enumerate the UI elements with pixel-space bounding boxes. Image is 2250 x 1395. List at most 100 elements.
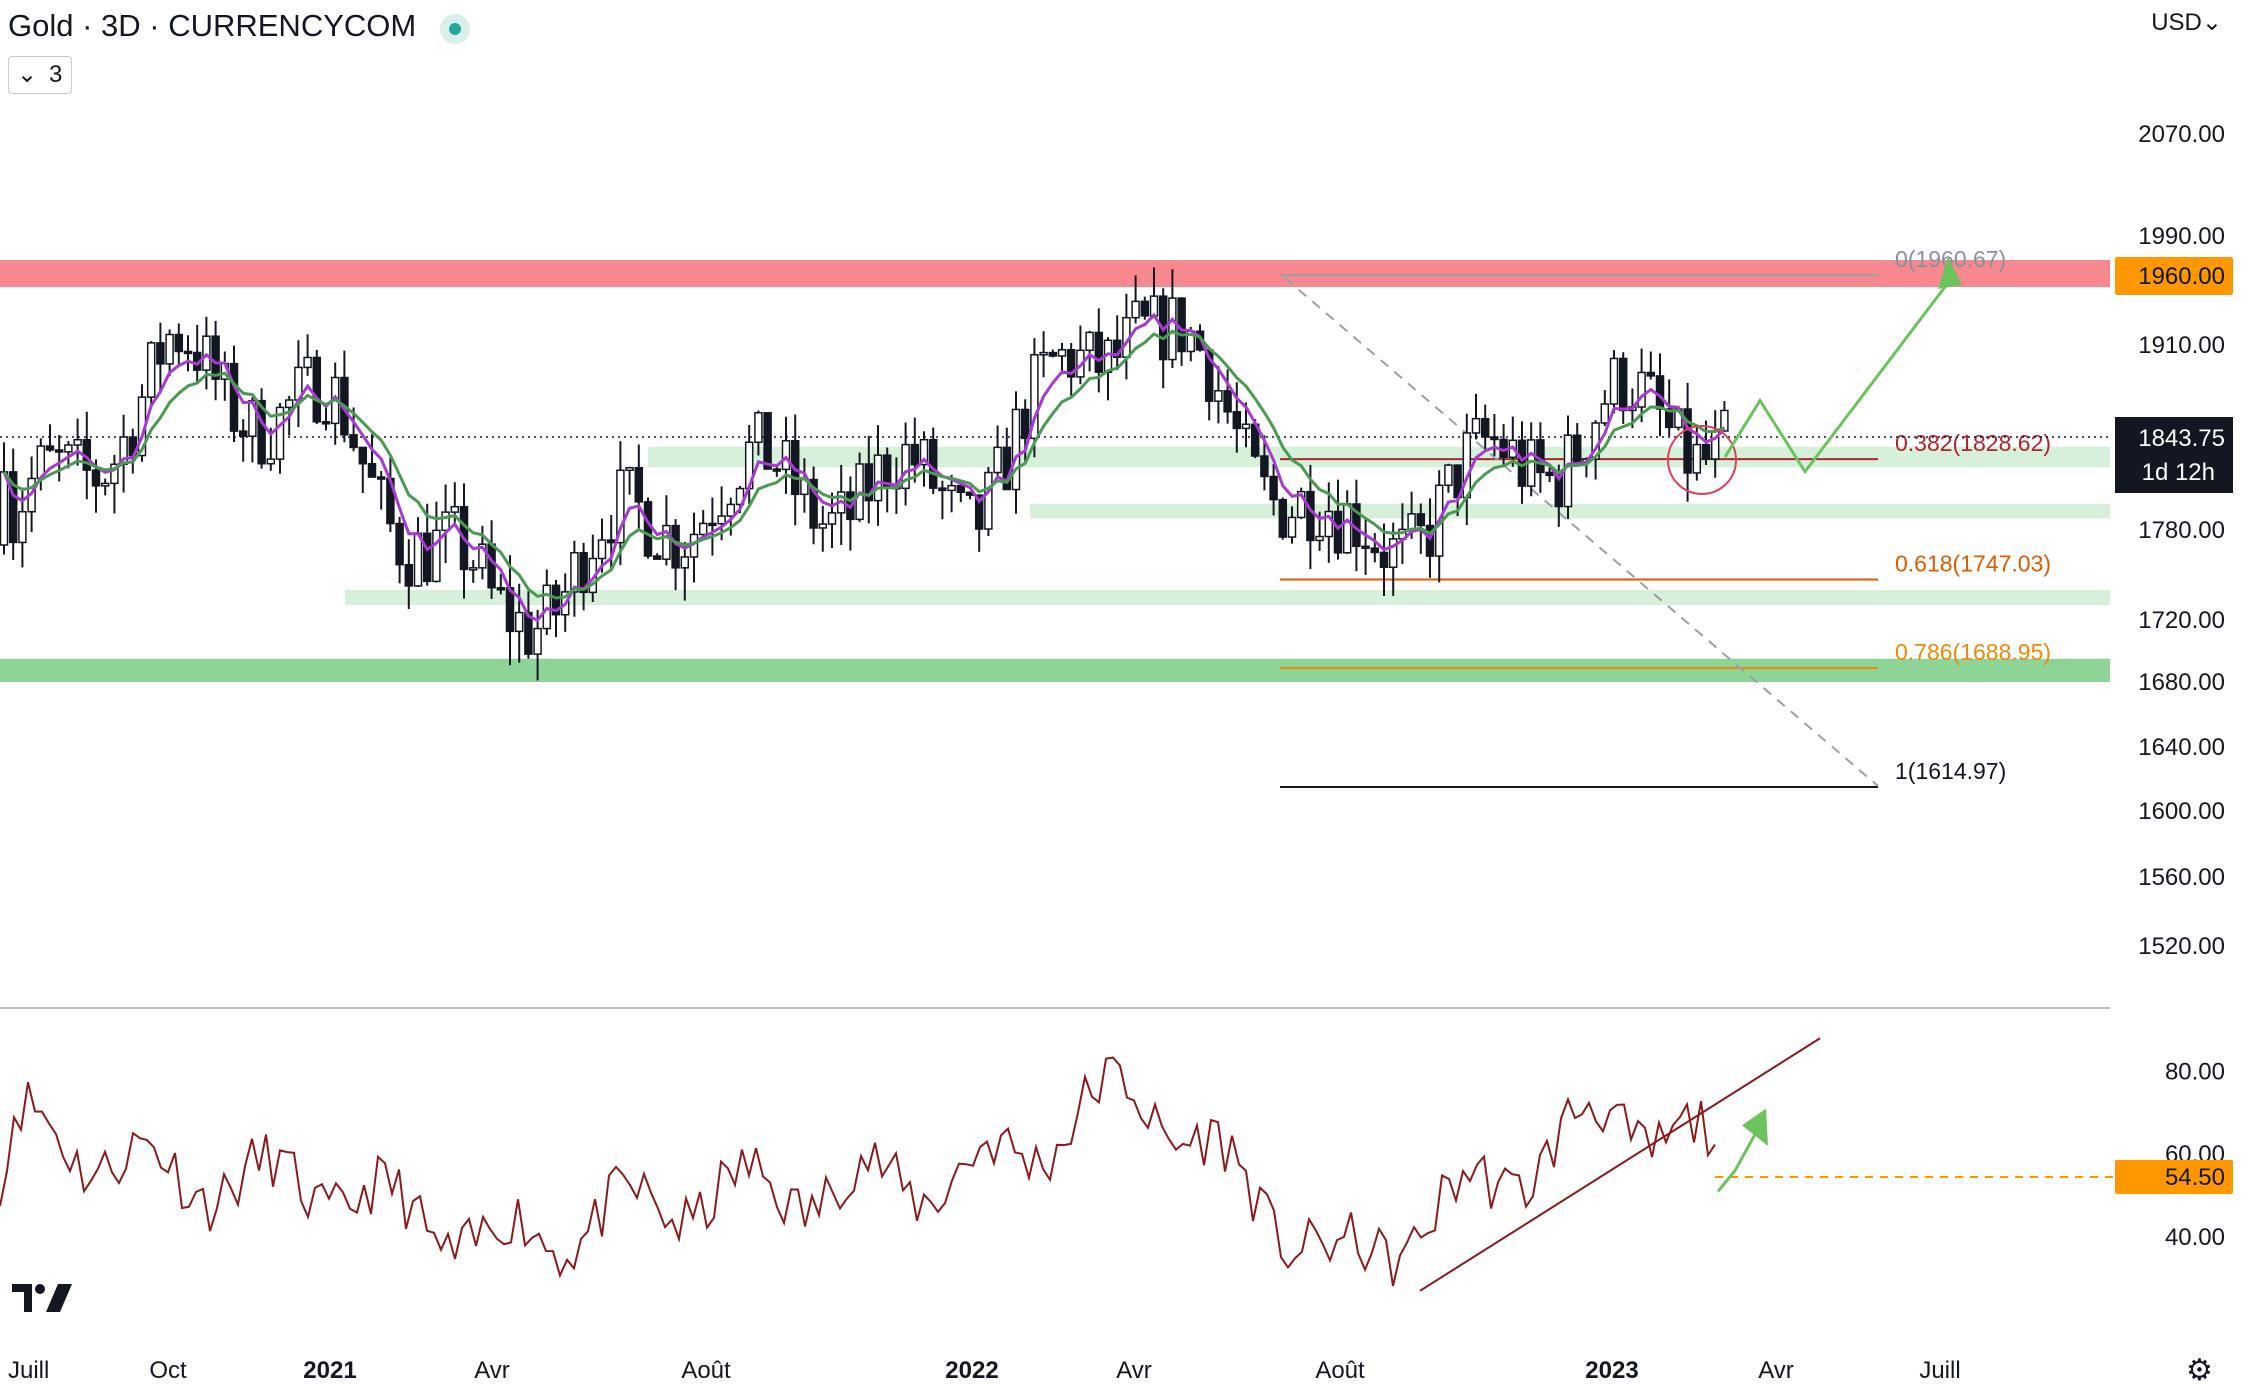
candle-body <box>395 522 404 566</box>
candle-body <box>1020 408 1030 440</box>
price-badges: 1960.00 1843.75 1d 12h 54.50 <box>2115 257 2233 1194</box>
candle-body <box>156 342 165 365</box>
time-tick-label: Oct <box>149 1357 187 1384</box>
time-tick-label: Juill <box>1919 1357 1960 1384</box>
rsi-level-badge-bg <box>2115 1159 2233 1194</box>
candle-body <box>1388 538 1398 568</box>
rsi-trendline <box>1419 1037 1821 1292</box>
indicators-toggle-button[interactable]: ⌄ 3 <box>8 56 72 94</box>
candle-body <box>1214 390 1223 402</box>
fib-label: 0.382(1828.62) <box>1895 430 2051 456</box>
candle-body <box>772 468 782 472</box>
candle-body <box>1370 547 1380 554</box>
candle-body <box>910 443 920 466</box>
price-tick-label: 1560.00 <box>2138 864 2225 891</box>
price-tick-label: 1910.00 <box>2138 332 2225 359</box>
candle-body <box>1637 371 1646 408</box>
candle-body <box>1306 490 1315 542</box>
candle-body <box>1030 354 1039 440</box>
price-axis[interactable]: 2070.00 1990.00 1910.00 1780.00 1720.00 1680.… <box>2138 121 2225 960</box>
candle-body <box>266 458 276 465</box>
zone-resistance <box>0 260 2110 288</box>
candle-body <box>1085 331 1094 352</box>
candle-body <box>579 551 588 594</box>
candle-body <box>1260 455 1269 478</box>
candle-body <box>1140 300 1150 317</box>
candle-body <box>938 487 947 492</box>
fib-label: 0.786(1688.95) <box>1895 639 2051 665</box>
chart-title: Gold · 3D · CURRENCYCOM <box>8 8 417 43</box>
candle-body <box>1269 475 1278 501</box>
price-tick-label: 1720.00 <box>2138 607 2225 634</box>
candle-body <box>533 627 542 655</box>
zone-support <box>0 658 2110 682</box>
candle-body <box>726 503 736 517</box>
candle-body <box>1618 357 1628 412</box>
candle-body <box>312 356 322 423</box>
candle-body <box>487 543 496 589</box>
candle-body <box>1241 423 1251 430</box>
candle-body <box>551 584 561 616</box>
zone-light <box>345 590 2110 605</box>
tradingview-logo <box>12 1284 72 1312</box>
candle-body <box>514 611 524 633</box>
candle-body <box>1131 300 1140 319</box>
moving-averages <box>2 312 1726 622</box>
candle-body <box>441 511 450 532</box>
candle-body <box>413 532 423 587</box>
candle-body <box>597 539 607 560</box>
currency-selector[interactable]: USD⌄ <box>2151 8 2222 37</box>
candle-body <box>735 487 745 506</box>
ema-slow-line <box>2 329 1725 600</box>
time-tick-label: Août <box>681 1357 731 1384</box>
candle-body <box>349 434 358 449</box>
candle-body <box>1692 443 1702 474</box>
candle-body <box>1444 464 1453 487</box>
rsi-arrow-head <box>1742 1108 1768 1146</box>
candle-body <box>1168 297 1177 361</box>
highlight-circle <box>1667 424 1737 495</box>
time-axis[interactable]: Juill Oct 2021 Avr Août 2022 Avr Août 2023 Avr Jui… <box>8 1354 2213 1387</box>
candle-body <box>606 539 616 544</box>
candle-body <box>211 335 220 380</box>
candle-body <box>708 522 717 527</box>
candle-body <box>1324 510 1334 538</box>
candle-body <box>1177 297 1186 353</box>
time-tick-label: Avr <box>1758 1357 1794 1384</box>
candle-body <box>1646 371 1656 377</box>
forecast-arrow <box>1723 281 1950 475</box>
candle-body <box>1416 513 1426 527</box>
fib-label: 1(1614.97) <box>1895 758 2006 784</box>
candle-body <box>1471 417 1481 434</box>
candle-body <box>1048 351 1058 357</box>
candle-body <box>956 484 966 493</box>
candle-body <box>0 471 9 546</box>
candle-body <box>146 342 156 398</box>
time-tick-label: 2023 <box>1585 1357 1638 1384</box>
candle-body <box>1094 331 1104 373</box>
price-tick-label: 1680.00 <box>2138 669 2225 696</box>
price-zones <box>0 260 2110 682</box>
indicator-count: 3 <box>49 61 63 88</box>
candle-body <box>1600 403 1610 424</box>
candle-body <box>422 532 432 583</box>
time-tick-label: 2022 <box>945 1357 998 1384</box>
candle-body <box>468 567 478 571</box>
candle-body <box>1425 524 1435 557</box>
candle-body <box>1572 434 1582 463</box>
time-tick-label: Août <box>1315 1357 1365 1384</box>
candle-body <box>1287 516 1297 538</box>
candle-body <box>947 484 956 492</box>
candle-body <box>984 471 993 530</box>
candle-body <box>1545 471 1554 477</box>
candle-body <box>432 529 441 583</box>
candle-body <box>1536 439 1545 474</box>
candle-body <box>45 445 55 451</box>
candle-body <box>781 440 791 471</box>
candle-body <box>1296 490 1306 519</box>
candle-body <box>1554 474 1564 508</box>
candle-body <box>1223 390 1232 413</box>
time-tick-label: Avr <box>474 1357 510 1384</box>
